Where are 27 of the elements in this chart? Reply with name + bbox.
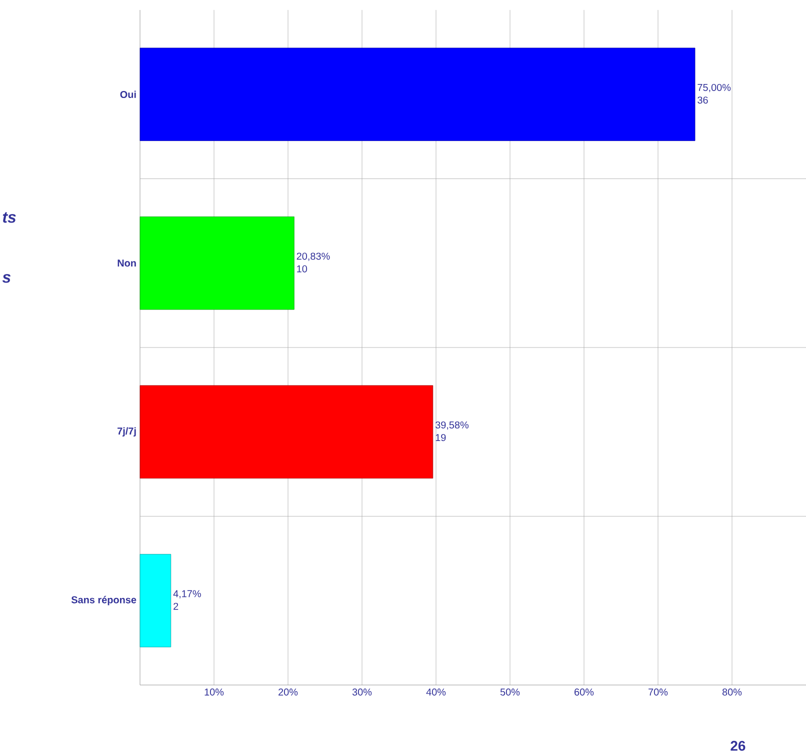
text: s <box>2 274 11 283</box>
annotation: 2 <box>174 602 178 610</box>
data-label: 20,83% <box>296 252 330 261</box>
y-tick-label: Oui <box>120 90 136 98</box>
y-tick-label: Non <box>118 260 136 267</box>
annotation: 10 <box>297 265 308 272</box>
text: ts <box>2 212 16 223</box>
x-tick-label: 80% <box>722 688 742 696</box>
annotation: 19 <box>436 434 446 442</box>
bar <box>140 554 172 648</box>
y-tick-label: Sans réponse <box>71 596 136 606</box>
x-tick-label: 30% <box>352 688 372 696</box>
y-tick-label: 7j/7j <box>118 427 136 437</box>
x-tick-label: 20% <box>278 688 298 696</box>
data-label: 4,17% <box>173 590 201 598</box>
bar <box>140 48 696 141</box>
x-tick-label: 10% <box>204 688 224 696</box>
annotation: 36 <box>698 96 708 104</box>
data-label: 75,00% <box>698 84 731 92</box>
x-tick-label: 60% <box>574 688 594 696</box>
bar <box>140 385 434 478</box>
x-tick-label: 70% <box>648 688 668 696</box>
text: 26 <box>730 740 746 751</box>
bar <box>140 216 294 310</box>
data-label: 39,58% <box>435 421 469 430</box>
x-tick-label: 40% <box>426 688 446 696</box>
x-tick-label: 50% <box>500 688 520 696</box>
